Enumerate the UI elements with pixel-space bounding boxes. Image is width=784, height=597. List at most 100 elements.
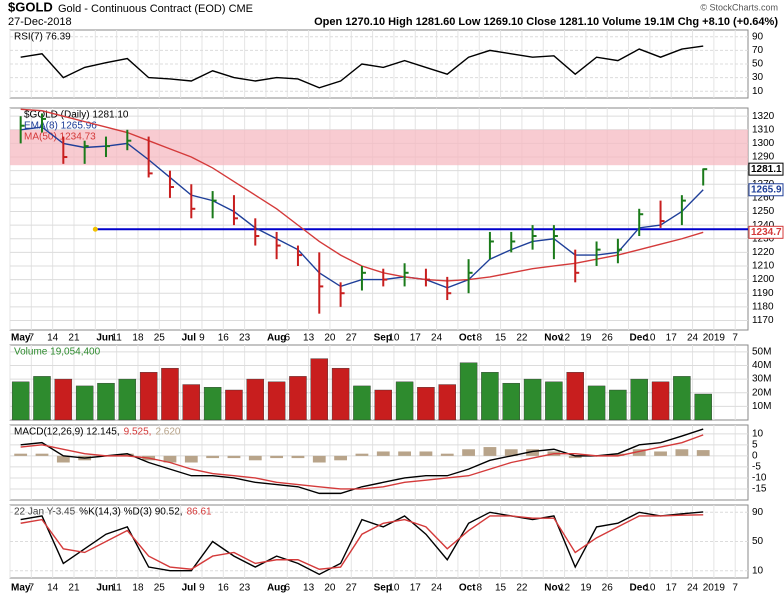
x-tick-label: 7: [732, 333, 738, 344]
x-tick-label: 16: [218, 333, 230, 344]
x-tick-label: 17: [410, 333, 422, 344]
legend-entry: RSI(7) 76.39: [14, 32, 71, 43]
histogram-bar: [419, 451, 433, 456]
series-line: [20, 45, 704, 89]
legend-entry: $GOLD (Daily) 1281.10: [24, 110, 129, 121]
x-tick-label: 21: [68, 333, 80, 344]
volume-bar: [182, 384, 201, 421]
last-value-box: [748, 225, 784, 239]
volume-bar: [289, 376, 307, 421]
x-tick-label: 9: [199, 333, 205, 344]
x-tick-label: 25: [154, 333, 166, 344]
y-tick-label: 50: [752, 59, 764, 70]
last-value-box: [748, 162, 784, 176]
volume-bar: [97, 382, 115, 421]
y-tick-label: 50: [752, 536, 764, 547]
volume-bar: [694, 393, 712, 421]
x-tick-label: 22: [516, 583, 528, 594]
volume-bar: [502, 382, 520, 421]
x-tick-label: May: [11, 583, 31, 594]
x-tick-label: 11: [111, 333, 122, 344]
x-tick-label: 14: [47, 583, 59, 594]
histogram-bar: [120, 453, 134, 456]
x-tick-label: Dec: [630, 333, 649, 344]
legend-entry: %K(14,3) %D(3) 90.52,: [79, 507, 182, 518]
x-tick-label: 12: [559, 333, 571, 344]
x-tick-label: 16: [218, 583, 230, 594]
x-tick-label: 17: [666, 583, 678, 594]
histogram-bar: [206, 455, 220, 459]
y-tick-label: 10: [752, 565, 764, 576]
histogram-bar: [376, 451, 390, 456]
last-value-label: 1265.9: [751, 184, 782, 195]
x-tick-label: 13: [303, 583, 315, 594]
volume-bar: [459, 362, 478, 421]
y-tick-label: 30M: [752, 374, 771, 385]
y-tick-label: 1200: [752, 274, 775, 285]
volume-bar: [673, 376, 691, 421]
series-line: [20, 514, 704, 570]
x-tick-label: May: [11, 333, 31, 344]
y-tick-label: 1240: [752, 220, 775, 231]
histogram-bar: [440, 453, 454, 456]
volume-bar: [609, 389, 627, 421]
volume-bar: [118, 378, 137, 421]
y-tick-label: 10: [752, 86, 764, 97]
x-tick-label: 7: [29, 583, 35, 594]
histogram-bar: [184, 455, 198, 463]
x-tick-label: Jul: [182, 583, 197, 594]
histogram-bar: [654, 451, 667, 456]
y-tick-label: 5: [752, 439, 758, 450]
last-value-label: 1281.1: [751, 164, 782, 175]
histogram-bar: [56, 455, 70, 463]
series-line: [20, 434, 704, 490]
x-tick-label: 11: [111, 583, 122, 594]
y-tick-label: 0: [752, 451, 758, 462]
x-tick-label: 8: [476, 333, 482, 344]
legend-entry: 2.620: [155, 427, 180, 438]
y-tick-label: 50M: [752, 346, 771, 357]
legend-entry: Volume 19,054,400: [14, 347, 101, 358]
x-tick-label: 2019: [703, 333, 726, 344]
x-tick-label: 6: [285, 333, 291, 344]
y-tick-label: 1170: [752, 315, 774, 326]
x-tick-label: 10: [644, 583, 656, 594]
y-tick-label: 1320: [752, 111, 775, 122]
volume-bar: [11, 381, 30, 421]
histogram-bar: [291, 455, 305, 459]
volume-bar: [417, 387, 435, 421]
chart-date: 27-Dec-2018: [8, 16, 72, 28]
volume-bar: [310, 358, 329, 421]
histogram-bar: [14, 453, 28, 456]
x-tick-label: 24: [687, 333, 699, 344]
volume-bar: [33, 376, 51, 421]
y-tick-label: 1250: [752, 206, 775, 217]
volume-bar: [353, 385, 371, 421]
histogram-bar: [334, 455, 348, 461]
volume-bar: [438, 384, 456, 421]
y-tick-label: 1210: [752, 261, 775, 272]
legend-entry: EMA(8) 1265.96: [24, 121, 97, 132]
x-tick-label: 14: [47, 333, 59, 344]
y-tick-label: 90: [752, 31, 764, 42]
histogram-bar: [696, 450, 710, 456]
x-tick-label: 21: [68, 583, 80, 594]
x-tick-label: 13: [303, 333, 315, 344]
x-tick-label: Jun: [96, 583, 114, 594]
volume-bar: [161, 367, 179, 421]
x-tick-label: 23: [239, 333, 251, 344]
histogram-bar: [568, 455, 582, 459]
credit: © StockCharts.com: [700, 2, 778, 12]
volume-bar: [75, 385, 94, 421]
y-tick-label: 1260: [752, 193, 775, 204]
volume-bar: [225, 389, 243, 421]
resistance-zone: [10, 129, 748, 166]
quote: Open 1270.10 High 1281.60 Low 1269.10 Cl…: [314, 16, 778, 28]
y-tick-label: 1310: [752, 124, 775, 135]
volume-bar: [54, 378, 73, 421]
x-tick-label: 6: [285, 583, 291, 594]
note: 22 Jan Y-3.45: [14, 507, 76, 518]
legend-entry: 9.525,: [124, 427, 152, 438]
x-tick-label: 24: [431, 333, 443, 344]
x-tick-label: Nov: [544, 583, 563, 594]
